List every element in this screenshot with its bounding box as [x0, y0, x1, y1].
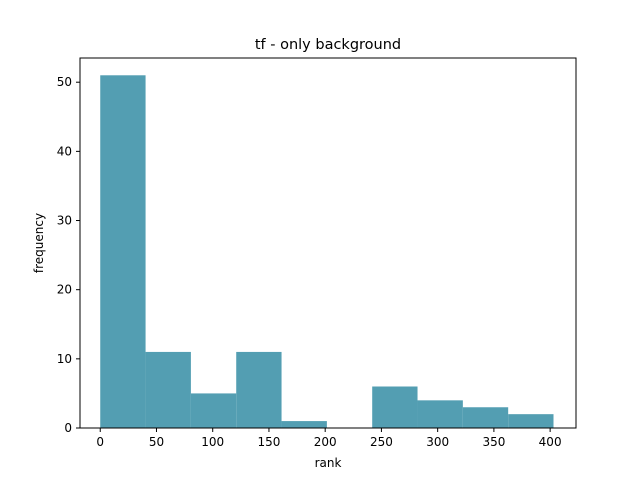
histogram-bar: [372, 386, 418, 428]
x-tick-label: 300: [426, 435, 449, 449]
histogram-bar: [190, 393, 237, 428]
y-tick-label: 40: [57, 144, 72, 158]
histogram-bar: [462, 407, 509, 428]
y-tick-label: 20: [57, 283, 72, 297]
x-tick-label: 400: [539, 435, 562, 449]
histogram-bar: [100, 75, 146, 428]
x-tick-label: 50: [149, 435, 164, 449]
y-axis-ticks: 0 10 20 30 40 50: [57, 75, 80, 435]
y-axis-label: frequency: [32, 213, 46, 273]
y-tick-label: 10: [57, 352, 72, 366]
y-tick-label: 30: [57, 214, 72, 228]
x-tick-label: 150: [257, 435, 280, 449]
x-axis-ticks: 0 50 100 150 200 250 300 350 400: [96, 428, 562, 449]
chart-title: tf - only background: [255, 37, 401, 53]
histogram-bar: [145, 351, 191, 428]
plot-area-frame: [79, 57, 577, 429]
bars-group: [100, 75, 554, 428]
histogram-bar: [236, 351, 282, 428]
histogram-bar: [508, 414, 554, 428]
y-tick-label: 50: [57, 75, 72, 89]
x-tick-label: 350: [482, 435, 505, 449]
x-axis-label: rank: [315, 456, 342, 470]
histogram-bar: [281, 421, 327, 428]
histogram-bar: [417, 400, 463, 428]
x-tick-label: 200: [314, 435, 337, 449]
x-tick-label: 250: [370, 435, 393, 449]
x-tick-label: 100: [201, 435, 224, 449]
y-tick-label: 0: [64, 421, 72, 435]
x-tick-label: 0: [96, 435, 104, 449]
